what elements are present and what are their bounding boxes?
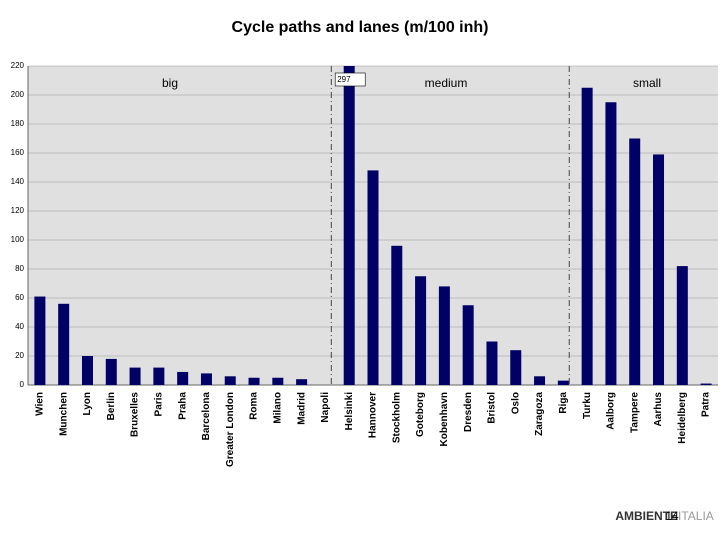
bar — [58, 303, 70, 385]
value-label: 297 — [337, 75, 351, 84]
bar — [462, 305, 474, 385]
y-tick-label: 0 — [20, 380, 25, 389]
y-tick-label: 80 — [15, 264, 24, 273]
bar — [200, 373, 212, 385]
bar — [653, 154, 665, 385]
bar — [557, 380, 569, 385]
bar — [105, 358, 117, 385]
group-label: big — [162, 76, 178, 90]
value-label-box — [334, 72, 366, 87]
x-tick-label: Helsinki — [344, 392, 355, 431]
y-tick-label: 120 — [11, 206, 25, 215]
y-tick-label: 200 — [11, 90, 25, 99]
logo-sub: ITALIA — [678, 509, 714, 523]
x-tick-label: Berlin — [106, 392, 117, 420]
y-tick-label: 60 — [15, 293, 24, 302]
x-tick-label: Dresden — [463, 392, 474, 432]
y-tick-label: 140 — [11, 177, 25, 186]
bar — [367, 170, 379, 385]
x-tick-label: Greater London — [225, 392, 236, 467]
bar — [486, 341, 498, 385]
x-tick-label: Bruxelles — [130, 392, 141, 437]
y-tick-label: 220 — [11, 61, 25, 70]
bar — [81, 356, 93, 385]
bar — [177, 371, 189, 385]
bar — [700, 383, 712, 385]
x-tick-label: Barcelona — [201, 392, 212, 441]
bar — [391, 245, 403, 385]
x-tick-label: Napoli — [320, 392, 331, 423]
y-tick-label: 40 — [15, 322, 24, 331]
x-tick-label: Bristol — [487, 392, 498, 424]
x-tick-label: Kobenhavn — [439, 392, 450, 446]
bar — [676, 266, 688, 385]
x-tick-label: Munchen — [58, 392, 69, 436]
bar — [581, 87, 593, 385]
x-tick-label: Roma — [249, 392, 260, 420]
bar — [438, 286, 450, 385]
group-label: medium — [425, 76, 468, 90]
x-tick-label: Stockholm — [391, 392, 402, 443]
x-tick-label: Madrid — [296, 392, 307, 425]
x-tick-label: Praha — [177, 392, 188, 420]
bar — [153, 367, 165, 385]
y-tick-label: 20 — [15, 351, 24, 360]
y-tick-label: 160 — [11, 148, 25, 157]
x-tick-label: Zaragoza — [534, 392, 545, 436]
x-tick-label: Aalborg — [606, 392, 617, 430]
bar — [272, 377, 284, 385]
y-tick-label: 100 — [11, 235, 25, 244]
x-tick-label: Riga — [558, 392, 569, 414]
x-tick-label: Lyon — [82, 392, 93, 416]
page-number: 14 — [665, 509, 679, 523]
x-tick-label: Hannover — [368, 392, 379, 438]
bar — [629, 138, 641, 385]
bar — [605, 102, 617, 385]
x-tick-label: Tampere — [629, 392, 640, 433]
x-tick-label: Patra — [701, 392, 712, 417]
bar — [224, 376, 236, 385]
x-tick-label: Heidelberg — [677, 392, 688, 444]
bar — [296, 379, 308, 385]
y-tick-label: 180 — [11, 119, 25, 128]
x-tick-label: Paris — [154, 392, 165, 417]
x-tick-label: Aarhus — [653, 392, 664, 427]
bar — [343, 66, 355, 385]
bar — [415, 276, 427, 385]
bar — [534, 376, 546, 385]
bar — [510, 350, 522, 385]
chart-title: Cycle paths and lanes (m/100 inh) — [232, 19, 489, 36]
group-label: small — [633, 76, 661, 90]
bar — [248, 377, 260, 385]
bar — [129, 367, 141, 385]
x-tick-label: Wien — [35, 392, 46, 416]
bar — [34, 296, 46, 385]
logo-main: AMBIENTE — [615, 509, 678, 523]
x-tick-label: Turku — [582, 392, 593, 419]
x-tick-label: Goteborg — [415, 392, 426, 437]
x-tick-label: Oslo — [510, 392, 521, 414]
x-tick-label: Milano — [272, 392, 283, 424]
